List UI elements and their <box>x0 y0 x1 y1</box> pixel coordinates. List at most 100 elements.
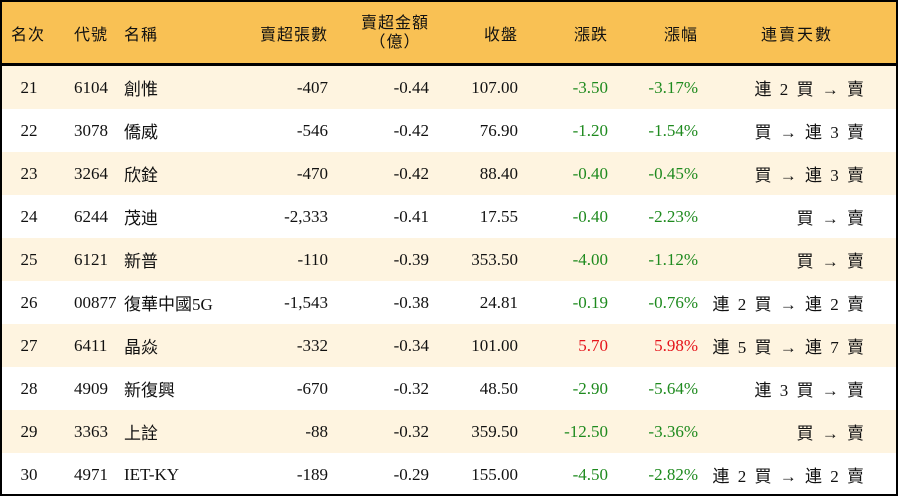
table-row: 29 3363 上詮 -88 -0.32 359.50 -12.50 -3.36… <box>2 410 896 453</box>
cell-streak: 買 → 連 3 賣 <box>754 166 866 185</box>
col-header-change: 漲跌 <box>573 26 608 44</box>
cell-net-sell-shares: -88 <box>305 421 328 441</box>
cell-rank: 26 <box>20 292 38 312</box>
cell-change: -1.20 <box>572 120 608 140</box>
cell-change-pct: -3.36% <box>648 421 698 441</box>
cell-net-sell-shares: -2,333 <box>284 206 328 226</box>
cell-streak: 買 → 賣 <box>796 252 866 271</box>
cell-close: 76.90 <box>479 120 518 140</box>
cell-net-sell-amount: -0.44 <box>393 77 429 97</box>
cell-close: 88.40 <box>479 163 518 183</box>
cell-close: 24.81 <box>479 292 518 312</box>
cell-change: -4.50 <box>572 464 608 484</box>
table-header: 名次 代號 名稱 賣超張數 賣超金額 （億） 收盤 漲跌 漲幅 連賣天數 <box>2 2 896 66</box>
cell-rank: 30 <box>20 464 38 484</box>
cell-streak: 買 → 賣 <box>796 209 866 228</box>
cell-close: 155.00 <box>471 464 518 484</box>
col-header-name: 名稱 <box>124 26 159 44</box>
cell-change-pct: -5.64% <box>648 378 698 398</box>
cell-close: 101.00 <box>471 335 518 355</box>
cell-change-pct: -1.12% <box>648 249 698 269</box>
cell-name: 茂迪 <box>124 209 158 228</box>
cell-net-sell-amount: -0.41 <box>393 206 429 226</box>
table-row: 24 6244 茂迪 -2,333 -0.41 17.55 -0.40 -2.2… <box>2 195 896 238</box>
cell-rank: 22 <box>20 120 38 140</box>
cell-change: -0.19 <box>572 292 608 312</box>
cell-change-pct: -2.82% <box>648 464 698 484</box>
cell-net-sell-amount: -0.42 <box>393 120 429 140</box>
cell-code: 6244 <box>74 206 108 226</box>
cell-rank: 25 <box>20 249 38 269</box>
cell-change-pct: -1.54% <box>648 120 698 140</box>
table-row: 30 4971 IET-KY -189 -0.29 155.00 -4.50 -… <box>2 453 896 496</box>
cell-change-pct: 5.98% <box>654 335 698 355</box>
cell-code: 4909 <box>74 378 108 398</box>
cell-name: 復華中國5G <box>124 295 213 314</box>
cell-net-sell-shares: -189 <box>296 464 328 484</box>
cell-net-sell-shares: -670 <box>296 378 328 398</box>
cell-change: -3.50 <box>572 77 608 97</box>
cell-change: -12.50 <box>564 421 608 441</box>
cell-streak: 買 → 連 3 賣 <box>754 123 866 142</box>
cell-code: 3363 <box>74 421 108 441</box>
col-header-net-sell-amount: 賣超金額 （億） <box>328 14 429 52</box>
cell-streak: 連 3 買 → 賣 <box>754 381 866 400</box>
table-row: 21 6104 創惟 -407 -0.44 107.00 -3.50 -3.17… <box>2 66 896 109</box>
col-header-close: 收盤 <box>483 26 518 44</box>
cell-net-sell-amount: -0.29 <box>393 464 429 484</box>
cell-net-sell-amount: -0.34 <box>393 335 429 355</box>
cell-change: 5.70 <box>578 335 608 355</box>
cell-change: -0.40 <box>572 206 608 226</box>
cell-change-pct: -0.45% <box>648 163 698 183</box>
table-row: 22 3078 僑威 -546 -0.42 76.90 -1.20 -1.54%… <box>2 109 896 152</box>
table-row: 27 6411 晶焱 -332 -0.34 101.00 5.70 5.98% … <box>2 324 896 367</box>
cell-change-pct: -0.76% <box>648 292 698 312</box>
cell-close: 48.50 <box>479 378 518 398</box>
cell-net-sell-shares: -407 <box>296 77 328 97</box>
cell-change: -0.40 <box>572 163 608 183</box>
cell-rank: 27 <box>20 335 38 355</box>
cell-rank: 28 <box>20 378 38 398</box>
cell-close: 359.50 <box>471 421 518 441</box>
cell-net-sell-amount: -0.42 <box>393 163 429 183</box>
cell-streak: 連 5 買 → 連 7 賣 <box>712 338 866 357</box>
cell-name: 新普 <box>124 252 158 271</box>
col-header-rank: 名次 <box>10 26 45 44</box>
col-header-streak: 連賣天數 <box>760 26 833 44</box>
cell-net-sell-shares: -1,543 <box>284 292 328 312</box>
table-row: 23 3264 欣銓 -470 -0.42 88.40 -0.40 -0.45%… <box>2 152 896 195</box>
cell-code: 6121 <box>74 249 108 269</box>
cell-change: -2.90 <box>572 378 608 398</box>
cell-net-sell-shares: -470 <box>296 163 328 183</box>
cell-streak: 買 → 賣 <box>796 424 866 443</box>
col-header-change-pct: 漲幅 <box>663 26 698 44</box>
cell-net-sell-shares: -110 <box>297 249 328 269</box>
cell-net-sell-amount: -0.32 <box>393 421 429 441</box>
table-row: 28 4909 新復興 -670 -0.32 48.50 -2.90 -5.64… <box>2 367 896 410</box>
col-header-net-sell-amount-line1: 賣超金額 <box>360 14 429 32</box>
cell-rank: 21 <box>20 77 38 97</box>
cell-close: 353.50 <box>471 249 518 269</box>
cell-close: 17.55 <box>479 206 518 226</box>
table-row: 25 6121 新普 -110 -0.39 353.50 -4.00 -1.12… <box>2 238 896 281</box>
cell-net-sell-amount: -0.38 <box>393 292 429 312</box>
cell-name: 欣銓 <box>124 166 158 185</box>
cell-name: 上詮 <box>124 424 158 443</box>
cell-streak: 連 2 買 → 賣 <box>754 80 866 99</box>
cell-name: 新復興 <box>124 381 175 400</box>
col-header-net-sell-amount-line2: （億） <box>369 33 421 51</box>
col-header-code: 代號 <box>74 26 109 44</box>
cell-change-pct: -2.23% <box>648 206 698 226</box>
cell-change: -4.00 <box>572 249 608 269</box>
cell-name: IET-KY <box>124 464 180 484</box>
cell-net-sell-shares: -332 <box>296 335 328 355</box>
cell-code: 4971 <box>74 464 108 484</box>
cell-name: 晶焱 <box>124 338 158 357</box>
cell-rank: 24 <box>20 206 38 226</box>
cell-name: 創惟 <box>124 80 158 99</box>
cell-rank: 29 <box>20 421 38 441</box>
cell-code: 3264 <box>74 163 108 183</box>
cell-change-pct: -3.17% <box>648 77 698 97</box>
cell-net-sell-shares: -546 <box>296 120 328 140</box>
